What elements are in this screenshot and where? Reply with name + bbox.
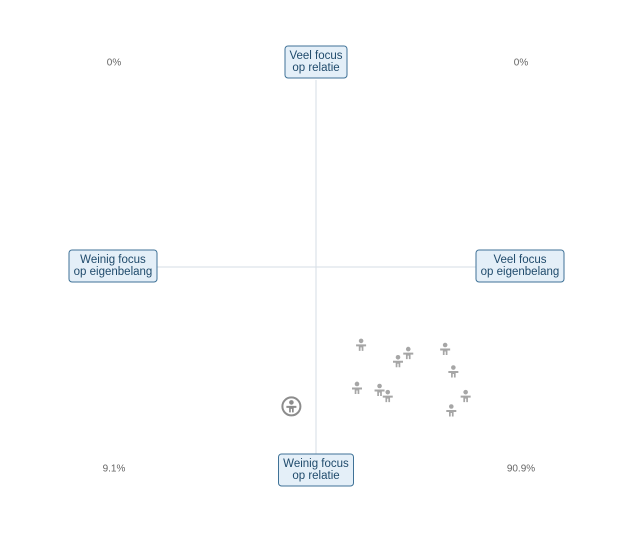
axis-label: op eigenbelang <box>74 266 153 278</box>
person-head <box>449 404 454 409</box>
person-head <box>377 383 382 389</box>
person-marker <box>393 355 403 368</box>
person-marker <box>448 365 459 378</box>
person-body <box>440 348 451 355</box>
person-head <box>358 338 364 344</box>
person-body <box>356 344 367 351</box>
person-body <box>448 371 459 378</box>
person-head <box>442 342 448 348</box>
person-marker <box>382 389 393 403</box>
axis-label: Veel focus <box>493 254 546 266</box>
axis-label: op relatie <box>292 470 339 482</box>
quadrant-percentage: 9.1% <box>103 464 126 475</box>
person-body <box>352 387 362 394</box>
person-marker <box>403 346 414 360</box>
axis-label: Weinig focus <box>80 254 146 266</box>
axis-label: op eigenbelang <box>481 266 560 278</box>
person-marker <box>446 404 457 417</box>
axis-label: Weinig focus <box>283 458 349 470</box>
person-head <box>289 400 294 405</box>
quadrant-percentage: 90.9% <box>507 464 535 475</box>
person-marker <box>352 381 362 394</box>
axis-label: op relatie <box>292 62 339 74</box>
person-body <box>446 410 457 417</box>
person-head <box>451 365 456 370</box>
quadrant-percentage: 0% <box>107 58 122 69</box>
axis-label-box <box>68 249 158 283</box>
quadrant-percentage: 0% <box>514 58 529 69</box>
person-body <box>286 405 297 413</box>
axis-label-box <box>284 45 348 79</box>
person-body <box>374 389 385 396</box>
axis-label: Veel focus <box>289 50 342 62</box>
person-head <box>354 381 360 387</box>
person-marker <box>356 338 367 351</box>
person-head <box>463 389 468 395</box>
person-head <box>385 389 391 395</box>
axis-label-box <box>278 453 354 487</box>
person-body <box>403 352 414 360</box>
person-body <box>393 360 403 368</box>
person-head <box>405 346 411 352</box>
person-head <box>395 355 401 360</box>
axis-label-box <box>475 249 565 283</box>
person-body <box>460 395 471 403</box>
person-marker <box>460 389 471 403</box>
person-marker <box>281 396 302 417</box>
person-body <box>382 395 393 403</box>
person-marker <box>374 383 385 396</box>
person-marker <box>440 342 451 355</box>
